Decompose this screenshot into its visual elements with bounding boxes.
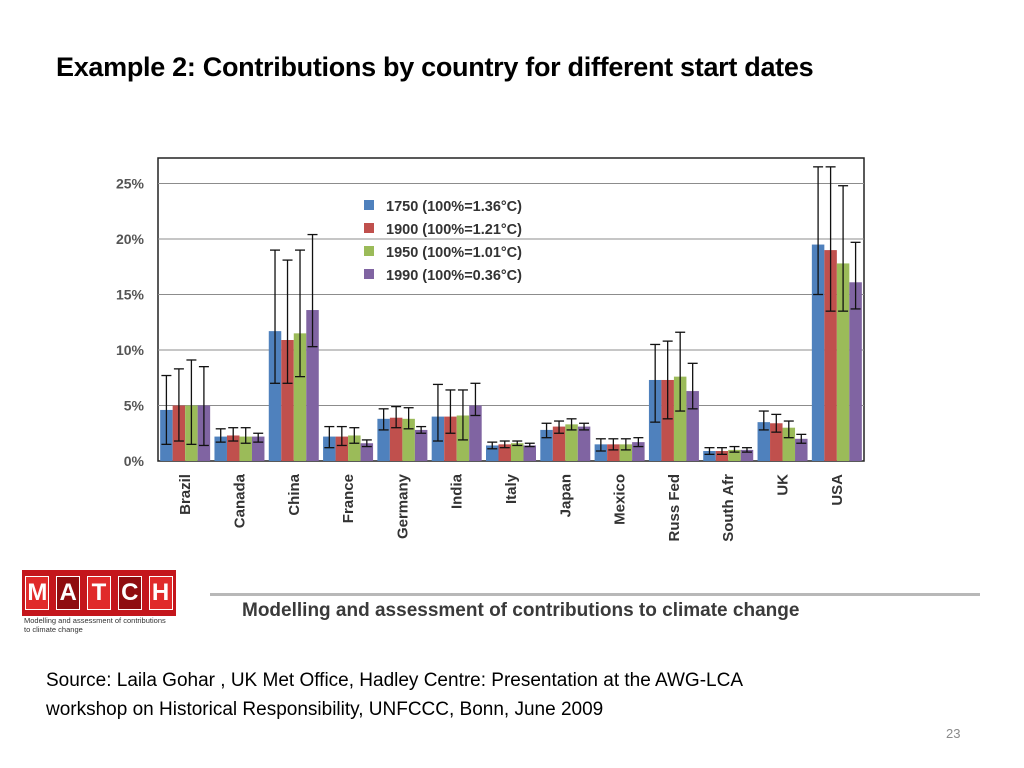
bar: [824, 250, 837, 461]
match-logo-tiles: M A T C H: [22, 570, 176, 616]
y-tick-label: 25%: [116, 176, 145, 192]
bar: [728, 449, 741, 461]
bar: [552, 426, 566, 461]
x-category-label: South Afr: [720, 474, 737, 542]
match-logo: M A T C H Modelling and assessment of co…: [22, 570, 176, 636]
bar: [661, 379, 674, 461]
source-line-1: Source: Laila Gohar , UK Met Office, Had…: [46, 670, 743, 691]
bar: [577, 426, 591, 461]
source-line-2: workshop on Historical Responsibility, U…: [46, 699, 604, 720]
x-category-label: Brazil: [177, 474, 194, 515]
bar: [673, 376, 687, 461]
bar: [715, 451, 729, 461]
x-category-label: Germany: [394, 473, 411, 539]
bar: [565, 424, 578, 461]
slide-title: Example 2: Contributions by country for …: [56, 52, 814, 82]
bar: [619, 444, 633, 461]
bar: [849, 282, 862, 461]
bar: [444, 416, 457, 461]
bar: [795, 438, 808, 461]
bar: [268, 331, 282, 461]
bar: [360, 443, 374, 461]
banner-divider: [210, 593, 980, 596]
bar: [469, 405, 482, 461]
bar: [293, 333, 307, 461]
y-tick-label: 5%: [124, 398, 145, 414]
legend-swatch: [364, 246, 374, 256]
bar: [811, 244, 825, 461]
x-category-label: Mexico: [612, 474, 629, 525]
match-logo-subtitle: Modelling and assessment of contribution…: [24, 616, 166, 634]
banner-text: Modelling and assessment of contribution…: [242, 600, 800, 621]
match-letter: C: [117, 576, 142, 610]
legend-label: 1990 (100%=0.36°C): [386, 268, 522, 284]
x-category-label: Italy: [503, 473, 520, 504]
bar: [523, 445, 536, 461]
bar: [348, 435, 361, 461]
y-tick-label: 10%: [116, 342, 145, 358]
legend-label: 1750 (100%=1.36°C): [386, 199, 522, 215]
x-category-label: China: [286, 473, 303, 515]
bar: [414, 429, 428, 461]
bar: [281, 340, 294, 461]
page-number: 23: [946, 726, 961, 741]
match-letter: M: [25, 576, 50, 610]
bar: [226, 435, 240, 461]
legend-swatch: [364, 223, 374, 233]
bar: [306, 310, 319, 461]
legend-label: 1900 (100%=1.21°C): [386, 222, 522, 238]
x-category-label: India: [449, 473, 466, 509]
bar: [757, 422, 771, 461]
bar: [594, 444, 608, 461]
bar: [607, 444, 620, 461]
bar: [703, 451, 716, 461]
match-letter: A: [56, 576, 81, 610]
x-category-label: Japan: [557, 474, 574, 517]
x-category-label: USA: [829, 474, 846, 506]
bar: [498, 444, 511, 461]
bar: [511, 443, 524, 461]
match-letter: T: [86, 576, 111, 610]
bar: [323, 436, 336, 461]
x-category-label: France: [340, 474, 357, 523]
bar: [836, 263, 850, 461]
x-category-label: Russ Fed: [666, 474, 683, 542]
bar: [335, 436, 349, 461]
x-category-label: UK: [775, 474, 792, 496]
bar: [782, 427, 796, 461]
source-citation: Source: Laila Gohar , UK Met Office, Had…: [46, 666, 946, 724]
legend-swatch: [364, 200, 374, 210]
y-tick-label: 20%: [116, 231, 145, 247]
bar: [740, 449, 754, 461]
legend-swatch: [364, 269, 374, 279]
contributions-bar-chart: 0% 5% 10% 15% 20% 25% Brazil Canada China France G…: [116, 157, 865, 542]
x-category-label: Canada: [231, 473, 248, 528]
match-letter: H: [148, 576, 173, 610]
y-tick-label: 15%: [116, 287, 145, 303]
y-tick-label: 0%: [124, 453, 145, 469]
legend-label: 1950 (100%=1.01°C): [386, 245, 522, 261]
chart-legend: 1750 (100%=1.36°C) 1900 (100%=1.21°C) 1950…: [364, 199, 522, 284]
bar: [389, 417, 403, 461]
